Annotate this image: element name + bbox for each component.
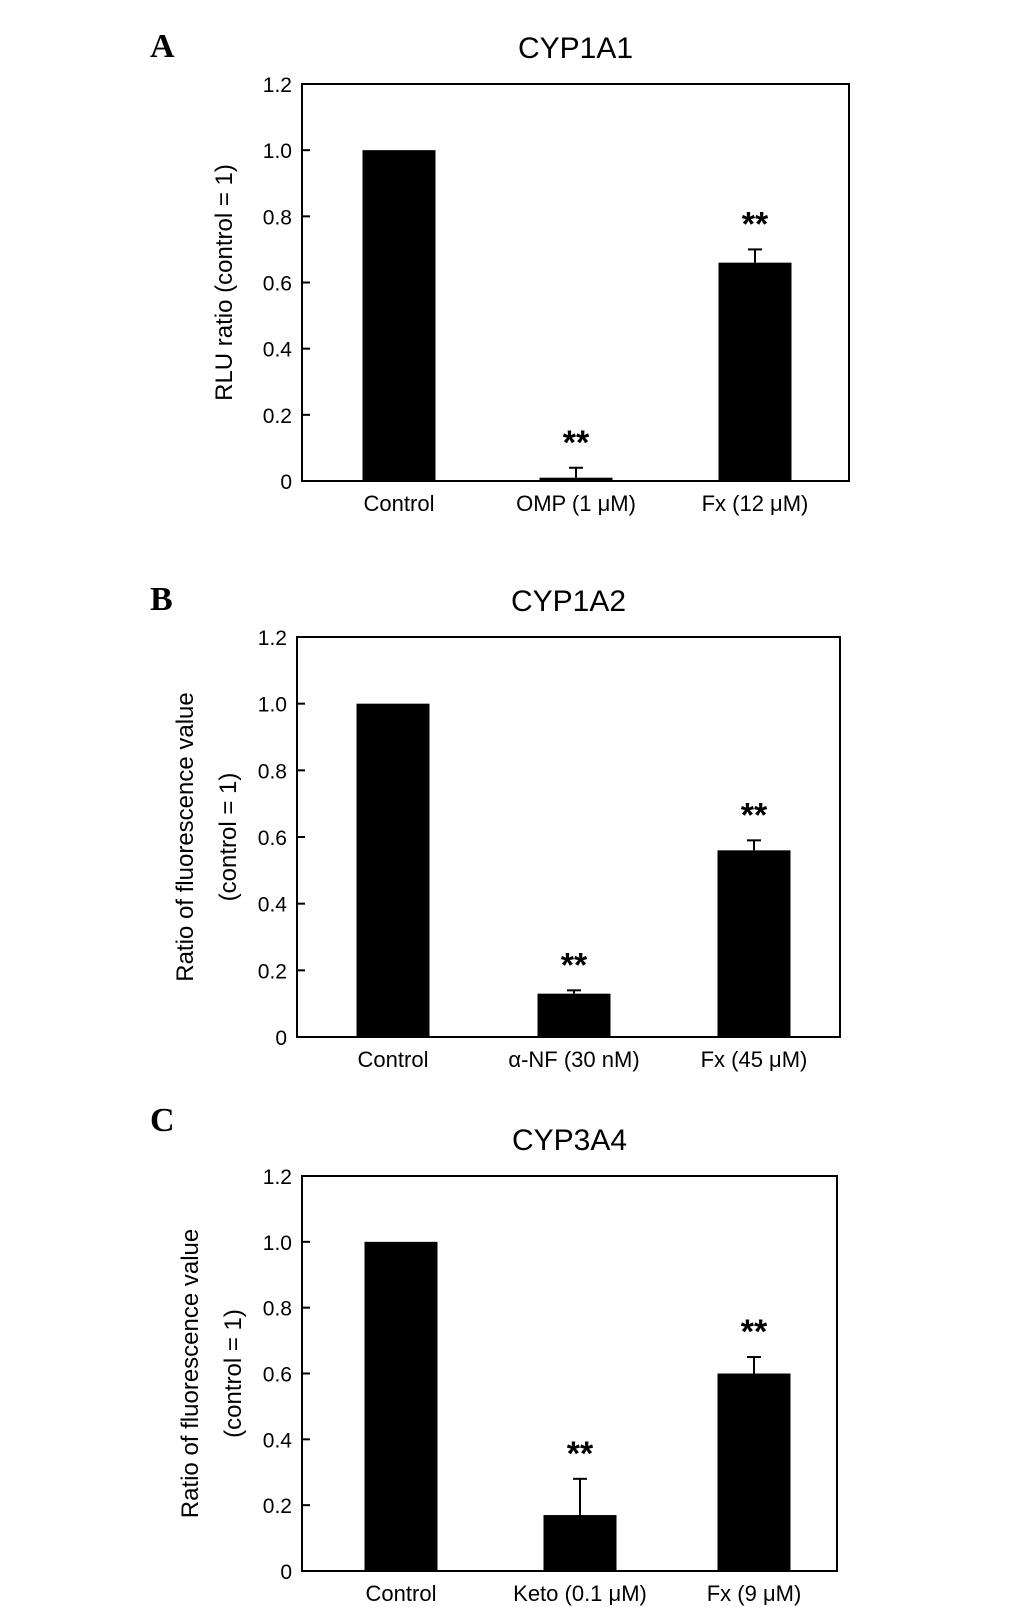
bar [356,703,430,1037]
bar [717,1373,791,1571]
bar [364,1241,438,1571]
y-tick-label: 1.2 [258,627,287,650]
bar [717,850,791,1037]
y-axis-label: Ratio of fluorescence value [172,692,199,982]
y-tick-label: 0.2 [263,405,292,428]
significance-marker: ** [742,205,769,243]
x-category-label: Control [366,1581,437,1606]
bar [539,477,613,481]
chart-title: CYP3A4 [512,1124,627,1157]
chart-panel-2: B CYP1A2 0 0.2 0.4 0.6 0.8 1.0 1.2 Ratio of fluor… [150,581,841,1072]
y-tick-label: 1.2 [263,74,292,97]
y-tick-label: 0.6 [258,827,287,850]
y-tick-label: 0.4 [263,1429,293,1452]
x-category-label: α-NF (30 nM) [508,1047,639,1072]
y-axis-label: (control = 1) [215,773,242,902]
y-tick-label: 0.8 [263,1298,292,1321]
y-tick-label: 0.6 [263,1364,292,1387]
chart-title: CYP1A2 [511,585,626,618]
y-axis-label: Ratio of fluorescence value [177,1229,204,1519]
panel-letter: C [150,1102,175,1139]
y-tick-label: 0 [275,1027,287,1050]
x-category-label: OMP (1 μM) [516,491,636,516]
x-category-label: Fx (45 μM) [701,1047,808,1072]
significance-marker: ** [567,1435,594,1473]
x-category-label: Fx (12 μM) [702,491,809,516]
significance-marker: ** [741,796,768,834]
bar [537,993,611,1037]
panel-letter: B [150,581,173,618]
y-tick-label: 0.8 [258,760,287,783]
panel-letter: A [150,28,175,65]
x-category-label: Control [364,491,435,516]
y-axis-label: RLU ratio (control = 1) [211,164,238,401]
y-tick-label: 0.4 [258,894,288,917]
y-tick-label: 0.2 [258,960,287,983]
x-category-label: Control [358,1047,429,1072]
y-tick-label: 0.2 [263,1495,292,1518]
chart-panel-1: A CYP1A1 0 0.2 0.4 0.6 0.8 1.0 1.2 RLU ratio (con… [150,28,850,516]
y-tick-label: 1.0 [263,1232,292,1255]
y-tick-label: 1.0 [263,140,292,163]
bar [718,262,792,481]
significance-marker: ** [563,424,590,462]
chart-title: CYP1A1 [518,32,633,65]
x-category-label: Keto (0.1 μM) [513,1581,647,1606]
significance-marker: ** [561,946,588,984]
y-tick-label: 0.8 [263,206,292,229]
y-tick-label: 0 [280,1561,292,1584]
significance-marker: ** [741,1313,768,1351]
x-category-label: Fx (9 μM) [707,1581,802,1606]
y-tick-label: 0.6 [263,273,292,296]
y-axis-label: (control = 1) [220,1309,247,1438]
y-tick-label: 1.0 [258,694,287,717]
y-tick-label: 0.4 [263,339,293,362]
y-tick-label: 1.2 [263,1166,292,1189]
chart-panel-3: C CYP3A4 0 0.2 0.4 0.6 0.8 1.0 1.2 Ratio of fluor… [150,1102,838,1606]
bar [362,150,436,481]
y-tick-label: 0 [280,471,292,494]
bar [543,1515,617,1571]
